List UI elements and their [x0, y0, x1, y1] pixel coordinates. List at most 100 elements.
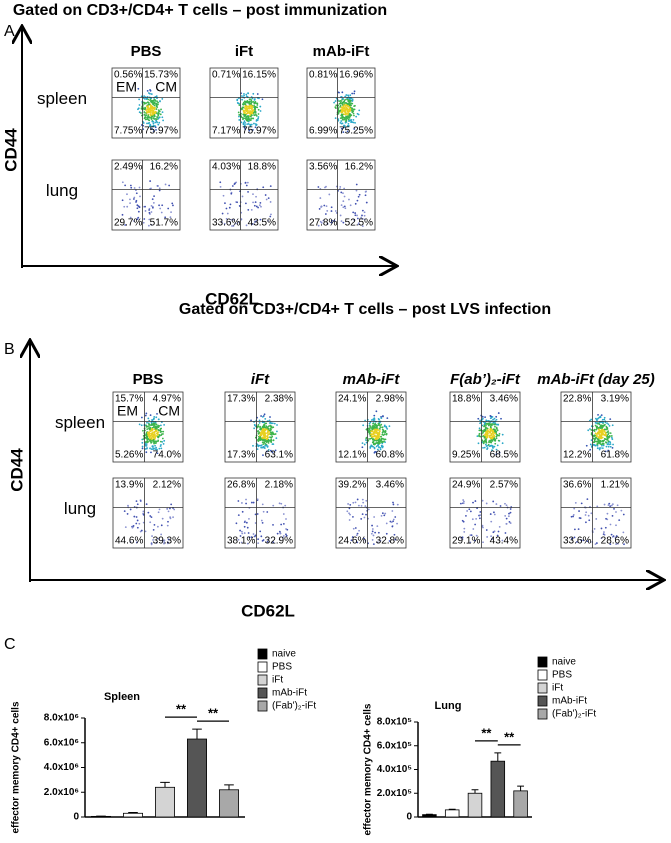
- event-dot: [357, 195, 360, 198]
- event-dot: [586, 498, 589, 501]
- event-dot: [137, 216, 140, 219]
- event-dot: [240, 108, 243, 111]
- event-dot: [596, 443, 599, 446]
- event-dot: [373, 418, 376, 421]
- event-dot: [150, 424, 153, 427]
- plot-frame: [306, 159, 376, 231]
- event-dot: [152, 438, 155, 441]
- event-dot: [593, 430, 596, 432]
- event-dot: [589, 428, 591, 430]
- event-dot: [593, 528, 596, 530]
- event-dot: [340, 120, 343, 122]
- event-dot: [601, 440, 604, 442]
- event-dot: [374, 438, 377, 440]
- bar: [490, 760, 506, 818]
- event-dot: [335, 212, 338, 214]
- quadrant-percent: 39.2%: [338, 480, 366, 491]
- event-dot: [259, 530, 262, 533]
- event-dot: [483, 446, 486, 449]
- event-dot: [358, 529, 360, 532]
- event-dot: [243, 525, 246, 528]
- event-dot: [357, 504, 360, 507]
- event-dot: [376, 427, 378, 429]
- event-dot: [323, 204, 326, 207]
- event-dot: [267, 442, 270, 444]
- event-dot: [606, 431, 609, 434]
- quadrant-percent: 3.56%: [309, 162, 337, 173]
- event-dot: [161, 98, 164, 100]
- event-dot: [360, 216, 363, 219]
- event-dot: [267, 427, 270, 430]
- event-dot: [273, 422, 276, 425]
- event-dot: [384, 512, 387, 515]
- event-dot: [152, 441, 155, 443]
- event-dot: [492, 418, 494, 421]
- event-dot: [343, 116, 346, 119]
- event-dot: [151, 113, 154, 116]
- event-dot: [343, 99, 346, 102]
- event-dot: [247, 208, 250, 211]
- event-dot: [349, 204, 352, 207]
- event-dot: [601, 427, 603, 430]
- event-dot: [375, 439, 378, 442]
- event-dot: [148, 435, 150, 437]
- event-dot: [478, 427, 481, 430]
- event-dot: [151, 448, 154, 451]
- event-dot: [319, 197, 322, 199]
- event-dot: [153, 523, 156, 526]
- event-dot: [253, 427, 256, 430]
- event-dot: [148, 425, 150, 427]
- event-dot: [606, 436, 609, 438]
- event-dot: [330, 210, 333, 212]
- event-dot: [143, 97, 146, 100]
- event-dot: [482, 435, 484, 438]
- event-dot: [463, 500, 465, 503]
- event-dot: [268, 419, 271, 422]
- event-dot: [361, 513, 364, 516]
- event-dot: [358, 109, 361, 112]
- event-dot: [392, 518, 395, 521]
- column-header: F(ab’)₂-iFt: [450, 371, 521, 388]
- event-dot: [254, 522, 257, 524]
- event-dot: [348, 116, 351, 119]
- event-dot: [344, 118, 347, 120]
- event-dot: [269, 449, 272, 452]
- event-dot: [157, 537, 160, 540]
- event-dot: [121, 181, 124, 184]
- event-dot: [157, 439, 160, 442]
- event-dot: [238, 104, 241, 106]
- event-dot: [482, 541, 484, 544]
- legend-swatch: [537, 669, 548, 681]
- event-dot: [153, 416, 156, 418]
- event-dot: [124, 224, 127, 226]
- event-dot: [247, 110, 250, 112]
- event-dot: [469, 534, 472, 537]
- event-dot: [255, 120, 258, 122]
- event-dot: [604, 431, 607, 434]
- event-dot: [256, 102, 259, 105]
- event-dot: [263, 439, 266, 442]
- event-dot: [494, 430, 497, 433]
- event-dot: [152, 436, 155, 438]
- event-dot: [375, 410, 378, 413]
- event-dot: [252, 92, 255, 95]
- event-dot: [256, 430, 259, 433]
- event-dot: [150, 106, 153, 109]
- event-dot: [339, 186, 342, 188]
- event-dot: [476, 435, 479, 438]
- quadrant-percent: 2.49%: [114, 162, 142, 173]
- legend-label: PBS: [552, 670, 572, 681]
- event-dot: [263, 435, 266, 438]
- event-dot: [155, 108, 158, 110]
- event-dot: [486, 427, 489, 430]
- event-dot: [344, 106, 346, 109]
- event-dot: [595, 542, 598, 544]
- event-dot: [354, 501, 357, 504]
- event-dot: [612, 535, 615, 538]
- quadrant-percent: 9.25%: [452, 450, 480, 461]
- significance-label: **: [208, 706, 219, 721]
- event-dot: [469, 541, 472, 544]
- event-dot: [152, 122, 155, 125]
- event-dot: [589, 448, 592, 451]
- event-dot: [257, 445, 260, 448]
